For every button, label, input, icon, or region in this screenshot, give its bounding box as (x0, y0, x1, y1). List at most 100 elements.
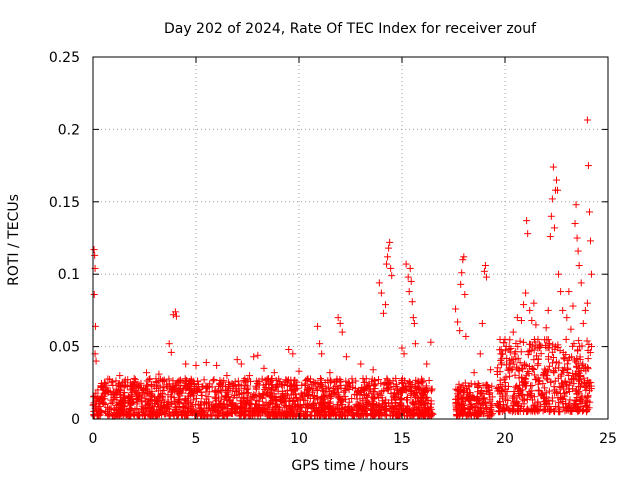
data-point (91, 251, 99, 259)
data-point (571, 220, 579, 228)
dense-point (584, 406, 592, 414)
dense-point (418, 375, 426, 383)
dense-point (186, 377, 194, 385)
dense-point (513, 407, 521, 415)
dense-point (153, 406, 161, 414)
dense-point (155, 377, 163, 385)
dense-point (333, 405, 341, 413)
dense-point (559, 382, 567, 390)
data-point (357, 360, 365, 368)
dense-point (288, 403, 296, 411)
dense-point (365, 400, 373, 408)
dense-point (513, 363, 521, 371)
dense-point (204, 405, 212, 413)
dense-point (243, 396, 251, 404)
data-point (408, 298, 416, 306)
dense-point (141, 411, 149, 419)
dense-point (126, 412, 134, 420)
dense-point (428, 409, 436, 417)
dense-point (496, 346, 504, 354)
dense-point (555, 398, 563, 406)
dense-point (425, 376, 433, 384)
dense-point (499, 405, 507, 413)
dense-point (144, 399, 152, 407)
dense-point (292, 381, 300, 389)
dense-point (165, 375, 173, 383)
dense-point (564, 356, 572, 364)
dense-point (392, 399, 400, 407)
dense-point (370, 405, 378, 413)
data-point (386, 238, 394, 246)
dense-point (168, 393, 176, 401)
dense-point (143, 377, 151, 385)
dense-point (473, 399, 481, 407)
dense-point (398, 376, 406, 384)
dense-point (234, 403, 242, 411)
dense-point (317, 376, 325, 384)
dense-point (127, 400, 135, 408)
dense-point (325, 400, 333, 408)
dense-point (254, 403, 262, 411)
dense-point (516, 359, 524, 367)
dense-point (452, 385, 460, 393)
dense-point (343, 405, 351, 413)
dense-point (419, 393, 427, 401)
dense-point (503, 354, 511, 362)
dense-point (313, 393, 321, 401)
dense-point (504, 396, 512, 404)
data-point (410, 319, 418, 327)
dense-point (287, 391, 295, 399)
dense-point (220, 377, 228, 385)
dense-point (380, 381, 388, 389)
data-point (501, 335, 509, 343)
dense-point (283, 386, 291, 394)
dense-point (461, 379, 469, 387)
dense-point (223, 388, 231, 396)
dense-point (301, 396, 309, 404)
dense-point (541, 397, 549, 405)
y-tick-label: 0 (71, 412, 80, 428)
dense-point (232, 408, 240, 416)
dense-point (255, 397, 263, 405)
dense-point (159, 384, 167, 392)
dense-point (405, 385, 413, 393)
dense-point (313, 408, 321, 416)
data-point (565, 288, 573, 296)
dense-point (530, 365, 538, 373)
dense-point (496, 390, 504, 398)
dense-point (517, 348, 525, 356)
dense-point (314, 407, 322, 415)
dense-point (313, 386, 321, 394)
data-point (379, 309, 387, 317)
dense-point (577, 402, 585, 410)
dense-point (115, 386, 123, 394)
dense-point (210, 375, 218, 383)
dense-point (541, 365, 549, 373)
data-point (334, 314, 342, 322)
dense-point (496, 381, 504, 389)
dense-point (575, 337, 583, 345)
dense-point (415, 410, 423, 418)
dense-point (373, 401, 381, 409)
dense-point (352, 377, 360, 385)
data-point (369, 366, 377, 374)
data-point (553, 176, 560, 184)
dense-point-cloud (89, 335, 595, 420)
grid-lines (93, 57, 608, 419)
dense-point (390, 389, 398, 397)
dense-point (570, 399, 578, 407)
dense-point (181, 395, 189, 403)
dense-point (564, 366, 572, 374)
dense-point (486, 389, 494, 397)
data-point (542, 324, 550, 332)
dense-point (550, 367, 558, 375)
dense-point (383, 406, 391, 414)
dense-point (329, 386, 337, 394)
dense-point (168, 399, 176, 407)
dense-point (561, 407, 569, 415)
dense-point (385, 378, 393, 386)
data-point (326, 369, 334, 377)
dense-point (107, 396, 115, 404)
dense-point (252, 385, 260, 393)
data-point (528, 317, 536, 325)
